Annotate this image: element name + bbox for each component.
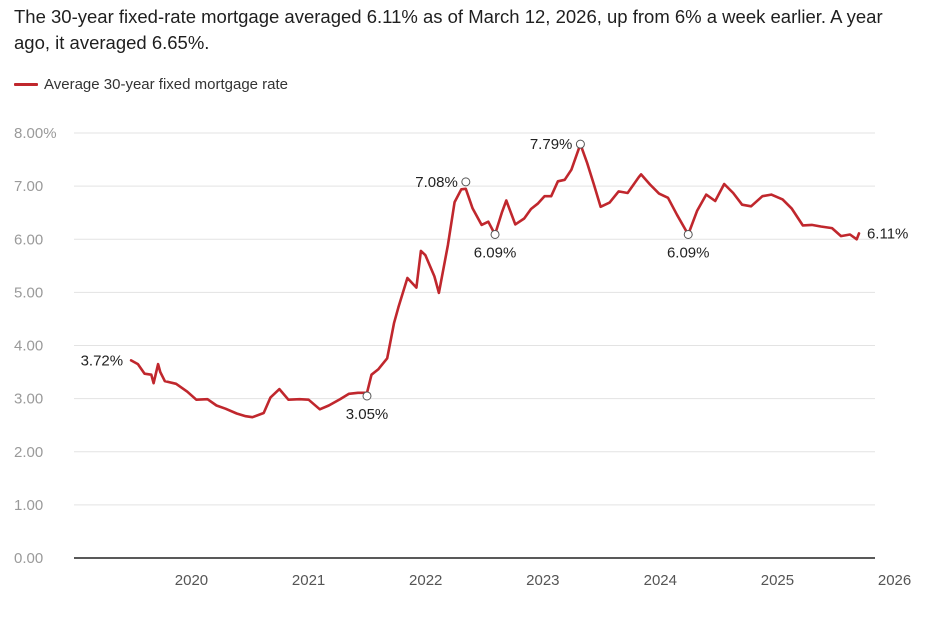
annotation-label: 7.79%: [530, 136, 573, 153]
y-tick-label: 5.00: [14, 284, 43, 301]
legend-swatch: [14, 83, 38, 86]
chart-legend: Average 30-year fixed mortgage rate: [14, 76, 288, 93]
x-axis: 2020 2021 2022 2023 2024 2025 2026: [175, 572, 911, 589]
y-tick-label: 8.00%: [14, 125, 57, 142]
series-layer: [129, 142, 861, 419]
annotation-label: 6.09%: [667, 244, 710, 261]
legend-label: Average 30-year fixed mortgage rate: [44, 76, 289, 93]
y-tick-label: 4.00: [14, 338, 43, 355]
x-tick-label: 2024: [644, 572, 677, 589]
y-tick-label: 6.00: [14, 231, 43, 248]
annotation-marker: [683, 229, 693, 239]
annotation-label: 3.05%: [346, 406, 389, 423]
annotation-label: 6.11%: [867, 225, 908, 242]
y-tick-label: 3.00: [14, 391, 43, 408]
series-line: [129, 142, 861, 419]
y-axis: 0.00 1.00 2.00 3.00 4.00 5.00 6.00 7.00 8.00%: [14, 125, 57, 567]
x-tick-label: 2025: [761, 572, 794, 589]
x-tick-label: 2026: [878, 572, 911, 589]
annotation-marker: [461, 177, 471, 187]
grid-layer: [74, 132, 875, 559]
x-tick-label: 2023: [526, 572, 559, 589]
annotation-marker: [575, 139, 585, 149]
x-tick-label: 2020: [175, 572, 208, 589]
chart-subtitle: The 30-year fixed-rate mortgage averaged…: [14, 6, 883, 53]
annotation-label: 6.09%: [474, 244, 517, 261]
y-tick-label: 2.00: [14, 444, 43, 461]
y-tick-label: 0.00: [14, 550, 43, 567]
annotation-label: 7.08%: [415, 174, 458, 191]
x-tick-label: 2021: [292, 572, 325, 589]
x-tick-label: 2022: [409, 572, 442, 589]
annotation-layer: 3.72% 3.05% 7.08% 6.09% 7.79% 6.09% 6.11%: [81, 136, 909, 423]
annotation-marker: [362, 391, 372, 401]
y-tick-label: 1.00: [14, 497, 43, 514]
y-tick-label: 7.00: [14, 178, 43, 195]
annotation-marker: [490, 229, 500, 239]
annotation-label: 3.72%: [81, 352, 124, 369]
